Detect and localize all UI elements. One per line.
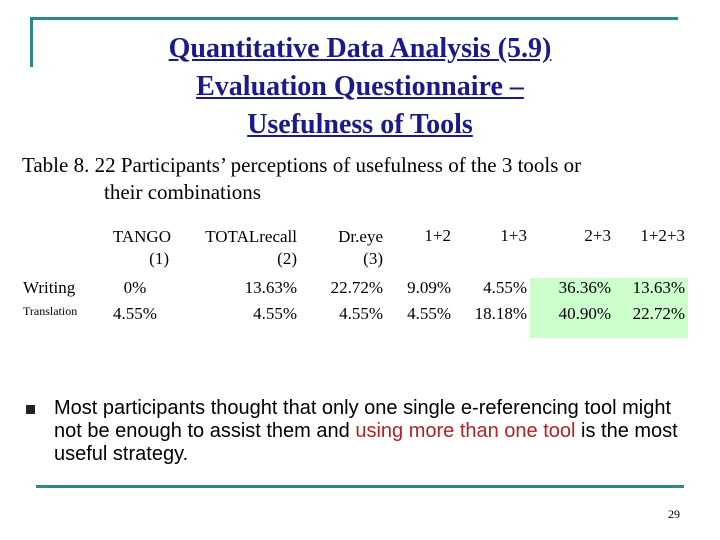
cell: 4.55% xyxy=(113,304,157,323)
cell-highlighted: 40.90% xyxy=(530,304,614,338)
header-dreye-num: (3) xyxy=(363,249,383,268)
cell: 4.55% xyxy=(339,304,383,323)
row-label-writing: Writing xyxy=(23,278,76,297)
bullet-text-part-2: is the most useful strategy. xyxy=(54,420,678,465)
frame-top-rule xyxy=(30,17,678,20)
frame-bottom-rule xyxy=(36,485,684,488)
row-label-translation: Translation xyxy=(23,304,78,318)
cell-highlighted: 13.63% xyxy=(614,278,688,304)
cell-highlighted: 36.36% xyxy=(530,278,614,304)
cell: 13.63% xyxy=(244,278,297,297)
bullet-text: Most participants thought that only one … xyxy=(54,397,694,466)
slide-title: Quantitative Data Analysis (5.9) Evaluat… xyxy=(60,30,660,144)
title-line-1: Quantitative Data Analysis (5.9) xyxy=(168,33,552,64)
table-row: Writing 0% 13.63% 22.72% 9.09% 4.55% 36.… xyxy=(20,278,688,304)
caption-line-1: Table 8. 22 Participants’ perceptions of… xyxy=(22,153,582,177)
header-1-2-3: 1+2+3 xyxy=(640,226,685,245)
cell-highlighted: 22.72% xyxy=(614,304,688,338)
usefulness-table: TANGO (1) TOTALrecall (2) Dr.eye (3) 1+2… xyxy=(20,226,688,338)
header-tango: TANGO (1) xyxy=(96,226,174,278)
cell: 9.09% xyxy=(407,278,451,297)
page-number: 29 xyxy=(668,507,680,521)
cell: 0% xyxy=(123,278,147,297)
cell: 4.55% xyxy=(407,304,451,323)
header-dreye-name: Dr.eye xyxy=(338,227,383,246)
header-totalrecall-num: (2) xyxy=(277,249,297,268)
table-header-row: TANGO (1) TOTALrecall (2) Dr.eye (3) 1+2… xyxy=(20,226,688,278)
cell: 4.55% xyxy=(253,304,297,323)
header-totalrecall-name: TOTALrecall xyxy=(205,227,297,246)
cell: 22.72% xyxy=(330,278,383,297)
header-totalrecall: TOTALrecall (2) xyxy=(174,226,300,278)
header-empty-cell xyxy=(20,226,96,278)
table-row: Translation 4.55% 4.55% 4.55% 4.55% 18.1… xyxy=(20,304,688,338)
frame-left-rule xyxy=(30,17,33,67)
caption-line-2: their combinations xyxy=(104,180,261,204)
header-1-3: 1+3 xyxy=(500,226,527,245)
cell: 4.55% xyxy=(483,278,527,297)
table-caption: Table 8. 22 Participants’ perceptions of… xyxy=(22,152,702,206)
title-line-2: Evaluation Questionnaire – xyxy=(196,71,524,102)
bullet-highlight: using more than one tool xyxy=(355,420,576,442)
header-dreye: Dr.eye (3) xyxy=(300,226,386,278)
header-tango-name: TANGO xyxy=(112,227,171,246)
bullet-text-part-1: Most participants thought that only one … xyxy=(54,397,672,442)
cell: 18.18% xyxy=(474,304,527,323)
square-bullet-icon xyxy=(26,405,35,414)
title-line-3: Usefulness of Tools xyxy=(247,109,473,140)
header-tango-num: (1) xyxy=(149,249,169,268)
header-1-2: 1+2 xyxy=(424,226,451,245)
header-2-3: 2+3 xyxy=(584,226,611,245)
